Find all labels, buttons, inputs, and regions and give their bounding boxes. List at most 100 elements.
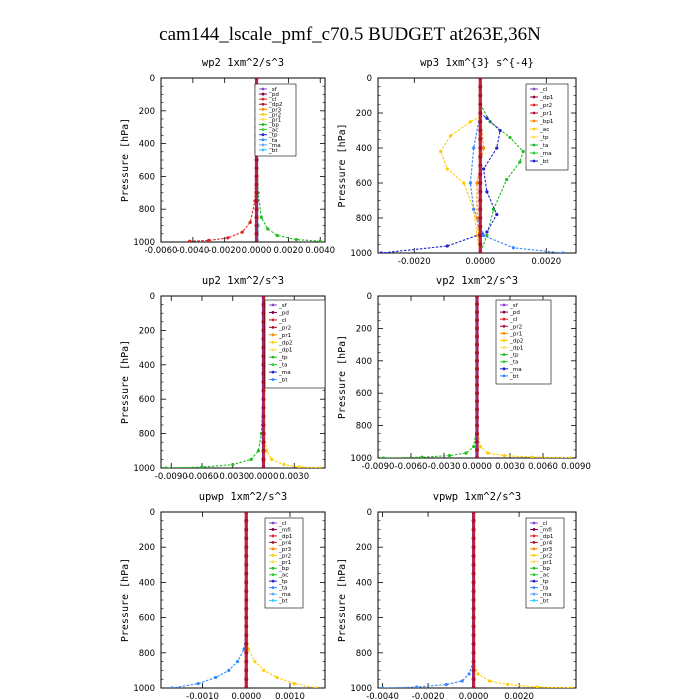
zero-line-marker bbox=[471, 518, 476, 523]
legend: _cl_mfl_dp1_pr4_pr3_pr2_pr1_bp_ac_tp_ta_… bbox=[525, 517, 565, 609]
x-tick-label: -0.0040 bbox=[176, 246, 209, 256]
legend-label: _ta bbox=[268, 138, 277, 144]
series-marker_ta bbox=[511, 246, 515, 250]
y-axis-label: Pressure [hPa] bbox=[337, 123, 348, 207]
series-marker_pr2 bbox=[468, 120, 472, 124]
legend-label: _pr1 bbox=[268, 117, 282, 123]
legend-label: _pd bbox=[278, 310, 289, 316]
series-marker_ta bbox=[460, 679, 464, 683]
zero-line-marker bbox=[261, 380, 266, 384]
zero-line-marker bbox=[261, 311, 266, 316]
series-marker_pr1 bbox=[530, 455, 534, 458]
legend-swatch-marker bbox=[532, 540, 536, 544]
series-marker_pr1 bbox=[262, 668, 266, 673]
zero-line-marker bbox=[261, 319, 266, 324]
series-marker_pr1 bbox=[487, 679, 492, 683]
zero-line-marker bbox=[478, 251, 483, 253]
zero-line-marker bbox=[244, 633, 249, 638]
x-tick-label: -0.0060 bbox=[145, 246, 178, 256]
zero-line-marker bbox=[478, 78, 483, 80]
x-tick-label: -0.0020 bbox=[398, 257, 431, 267]
series-marker_dp1 bbox=[381, 456, 386, 458]
legend-label: _pr2 bbox=[278, 325, 291, 331]
zero-line-marker bbox=[478, 146, 483, 150]
legend-swatch-marker bbox=[532, 103, 536, 107]
y-tick-label: 800 bbox=[356, 422, 372, 432]
zero-line-marker bbox=[261, 371, 266, 376]
legend-swatch-marker bbox=[532, 111, 536, 115]
legend-swatch-marker bbox=[271, 534, 275, 538]
x-tick-label: 0.0000 bbox=[231, 692, 261, 700]
legend-swatch-marker bbox=[502, 331, 506, 335]
zero-line-marker bbox=[261, 302, 266, 307]
x-tick-label: 0.0000 bbox=[242, 246, 272, 256]
panel-6: vpwp 1xm^2/s^3 Pressure [hPa] 0 200 400 600 80… bbox=[337, 491, 577, 700]
legend-swatch-marker bbox=[271, 553, 275, 557]
zero-line-marker bbox=[475, 310, 479, 315]
zero-line-marker bbox=[475, 431, 479, 436]
y-tick-label: 800 bbox=[139, 430, 155, 440]
x-tick-label: -0.0010 bbox=[186, 692, 219, 700]
legend-label: _ma bbox=[509, 367, 522, 373]
legend-swatch-marker bbox=[261, 107, 265, 111]
series-marker_ta bbox=[380, 686, 385, 688]
zero-line-marker bbox=[261, 448, 266, 453]
zero-line-marker bbox=[244, 518, 249, 523]
zero-line-marker bbox=[471, 677, 476, 682]
series-marker_ta bbox=[235, 660, 240, 664]
y-tick-label: 200 bbox=[139, 326, 155, 336]
zero-line-marker bbox=[471, 536, 476, 541]
series-marker_pr1 bbox=[282, 462, 286, 467]
zero-line-marker bbox=[244, 606, 249, 611]
y-tick-label: 800 bbox=[356, 214, 372, 224]
legend-label: _ta bbox=[509, 360, 518, 366]
legend: _cl _dp1 _pr2 _pr1 _bp1 _ac _tp _ta _ma _bt bbox=[525, 83, 569, 171]
legend-swatch-marker bbox=[502, 339, 506, 342]
zero-line-marker bbox=[254, 207, 259, 212]
zero-line-marker bbox=[261, 397, 266, 402]
y-tick-label: 400 bbox=[356, 144, 372, 154]
legend-label: _pr3 bbox=[278, 547, 292, 553]
panel-3: up2 1xm^2/s^3 Pressure [hPa] 0 200 400 600 800… bbox=[120, 275, 326, 482]
x-tick-label: -0.0090 bbox=[155, 472, 188, 482]
legend-label: _mfl bbox=[539, 527, 552, 533]
zero-line-marker bbox=[475, 350, 479, 355]
legend-swatch-marker bbox=[532, 521, 536, 525]
series-marker_tp bbox=[379, 251, 383, 253]
legend-swatch-marker bbox=[271, 586, 275, 590]
zero-line-marker bbox=[261, 296, 266, 298]
zero-line-marker bbox=[261, 345, 266, 350]
zero-line-marker bbox=[475, 318, 479, 323]
series-marker_ta bbox=[214, 675, 218, 680]
series-marker_pr1 bbox=[475, 181, 479, 185]
y-tick-label: 1000 bbox=[133, 238, 155, 248]
y-axis-label: Pressure [hPa] bbox=[337, 558, 348, 642]
legend-label: _cl bbox=[509, 317, 518, 323]
zero-line-marker bbox=[254, 78, 259, 80]
x-tick-label: 0.0000 bbox=[462, 462, 492, 472]
panel-4: vp2 1xm^2/s^3 Pressure [hPa] 0 200 400 600 800… bbox=[337, 275, 591, 472]
panel-5: upwp 1xm^2/s^3 Pressure [hPa] 0 200 400 600 80… bbox=[120, 491, 326, 700]
y-tick-label: 0 bbox=[367, 508, 372, 518]
zero-line-marker bbox=[254, 199, 259, 203]
series-marker_pr2 bbox=[449, 134, 453, 138]
y-tick-label: 800 bbox=[356, 649, 372, 659]
y-tick-label: 400 bbox=[139, 578, 155, 588]
zero-line-marker bbox=[244, 624, 249, 629]
series-marker_pr2 bbox=[445, 167, 449, 171]
series-line_dp1 bbox=[166, 296, 265, 468]
zero-line-marker bbox=[471, 562, 476, 567]
legend-swatch-marker bbox=[261, 148, 265, 152]
y-tick-label: 400 bbox=[139, 140, 155, 150]
legend-swatch-marker bbox=[532, 143, 536, 147]
legend: _sf_pd _cl_pr2 _pr1_dp2 _dp1_tp _ta_ma _bt bbox=[264, 299, 326, 389]
zero-line-marker bbox=[478, 128, 483, 133]
legend-swatch-marker bbox=[502, 367, 506, 371]
series-marker_tp bbox=[482, 167, 486, 171]
legend-swatch-marker bbox=[271, 325, 275, 329]
legend-swatch-marker bbox=[271, 547, 275, 551]
legend-label: _ta bbox=[539, 586, 548, 592]
series-marker_pr1 bbox=[264, 449, 269, 453]
legend-label: _bp bbox=[268, 123, 279, 129]
